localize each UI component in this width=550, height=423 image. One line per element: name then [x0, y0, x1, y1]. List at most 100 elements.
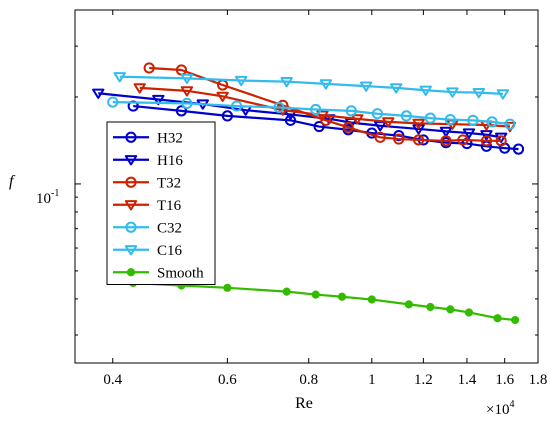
legend-label: H16	[157, 153, 183, 169]
data-point-C32	[486, 116, 498, 128]
series-line-C32	[112, 100, 511, 126]
data-point-H32	[284, 114, 297, 126]
series-Smooth	[129, 278, 520, 325]
legend-label: C32	[157, 220, 182, 236]
data-point-H16	[152, 94, 165, 106]
data-point-C16	[419, 85, 432, 96]
data-point-C16	[234, 75, 248, 87]
series-line-H32	[133, 104, 519, 151]
data-point-T16	[382, 117, 395, 128]
data-point-C16	[359, 81, 373, 92]
data-point-Smooth	[223, 283, 232, 292]
data-point-Smooth	[337, 292, 347, 301]
legend-item-H16: H16	[113, 153, 183, 169]
legend-box	[106, 121, 216, 285]
legend-item-Smooth: Smooth	[113, 265, 204, 281]
data-point-T32	[342, 121, 354, 133]
legend-marker	[125, 176, 137, 188]
data-point-H32	[221, 110, 233, 122]
data-point-T16	[351, 114, 364, 125]
legend-item-C32: C32	[113, 220, 182, 236]
data-point-H16	[412, 124, 425, 135]
data-point-Smooth	[311, 290, 320, 299]
legend: H32 H16 T32 T16 C32 C16 Smooth	[106, 121, 216, 285]
legend-item-T16: T16	[113, 198, 182, 214]
data-point-C16	[180, 73, 194, 85]
x-tick-label: 1.8	[529, 372, 548, 388]
data-point-C32	[107, 96, 119, 108]
axes-layer: 0.4 0.6 0.8 1 1.2 1.4 1.6 1.8	[75, 9, 548, 388]
data-point-H32	[393, 129, 405, 142]
legend-marker	[126, 268, 136, 277]
x-tick-label: 1	[368, 372, 376, 388]
series-C32	[107, 96, 516, 130]
data-point-H16	[92, 88, 105, 99]
data-point-Smooth	[493, 314, 502, 323]
x-tick-label: 0.8	[299, 372, 318, 388]
legend-label: C16	[157, 243, 183, 259]
legend-marker	[125, 221, 137, 233]
data-point-H32	[512, 143, 525, 155]
data-point-T16	[133, 83, 146, 94]
legend-label: Smooth	[157, 265, 204, 281]
data-point-H16	[480, 130, 493, 141]
series-C16	[113, 72, 510, 100]
data-point-C32	[310, 103, 322, 116]
legend-marker	[124, 200, 138, 211]
data-point-T16	[316, 110, 329, 121]
data-point-Smooth	[367, 295, 376, 304]
data-point-C16	[496, 89, 510, 100]
x-tick-label: 0.6	[218, 372, 237, 388]
series-line-T32	[149, 66, 502, 142]
legend-item-T32: T32	[113, 175, 181, 191]
data-point-T16	[180, 86, 194, 97]
data-point-T32	[480, 135, 493, 147]
data-point-H32	[175, 105, 188, 117]
x-tick-label: 1.4	[458, 372, 477, 388]
data-point-C32	[504, 118, 516, 130]
legend-marker	[124, 245, 138, 256]
legend-marker	[125, 131, 137, 143]
series-line-Smooth	[133, 281, 516, 322]
x-tick-label: 1.6	[495, 372, 514, 388]
data-point-Smooth	[404, 300, 413, 309]
y-axis-label: f	[9, 173, 16, 190]
series-line-C16	[119, 75, 503, 95]
legend-marker	[124, 155, 138, 166]
data-point-Smooth	[446, 305, 455, 314]
plot-layer	[92, 62, 525, 325]
data-point-T32	[374, 131, 386, 143]
legend-label: T32	[157, 175, 181, 191]
x-axis-label: Re	[295, 395, 313, 412]
data-point-Smooth	[426, 302, 435, 312]
data-point-Smooth	[282, 287, 291, 296]
data-point-C32	[345, 105, 357, 117]
x-axis-multiplier: ×104	[486, 399, 514, 418]
data-point-T16	[412, 118, 425, 130]
plot-frame	[74, 9, 539, 364]
x-tick-label: 1.2	[414, 372, 433, 388]
legend-item-H32: H32	[113, 130, 183, 146]
data-point-C16	[113, 72, 126, 83]
data-point-C16	[319, 79, 333, 90]
data-point-T32	[440, 135, 452, 147]
data-point-T32	[495, 135, 507, 147]
data-point-Smooth	[464, 308, 474, 317]
data-point-T32	[457, 134, 469, 146]
data-point-H16	[439, 126, 453, 138]
data-point-C16	[446, 87, 459, 98]
data-point-C16	[472, 88, 486, 99]
data-point-T16	[216, 91, 229, 103]
data-point-C32	[424, 112, 436, 124]
legend-label: T16	[157, 198, 182, 214]
data-point-H32	[313, 120, 325, 133]
data-point-C32	[444, 113, 456, 126]
y-tick-label: 10-1	[36, 188, 59, 207]
data-point-Smooth	[511, 315, 520, 325]
data-point-C32	[467, 114, 479, 126]
data-point-C32	[371, 108, 384, 120]
data-point-C32	[273, 101, 285, 114]
legend-label: H32	[157, 130, 183, 146]
data-point-C32	[400, 110, 412, 122]
